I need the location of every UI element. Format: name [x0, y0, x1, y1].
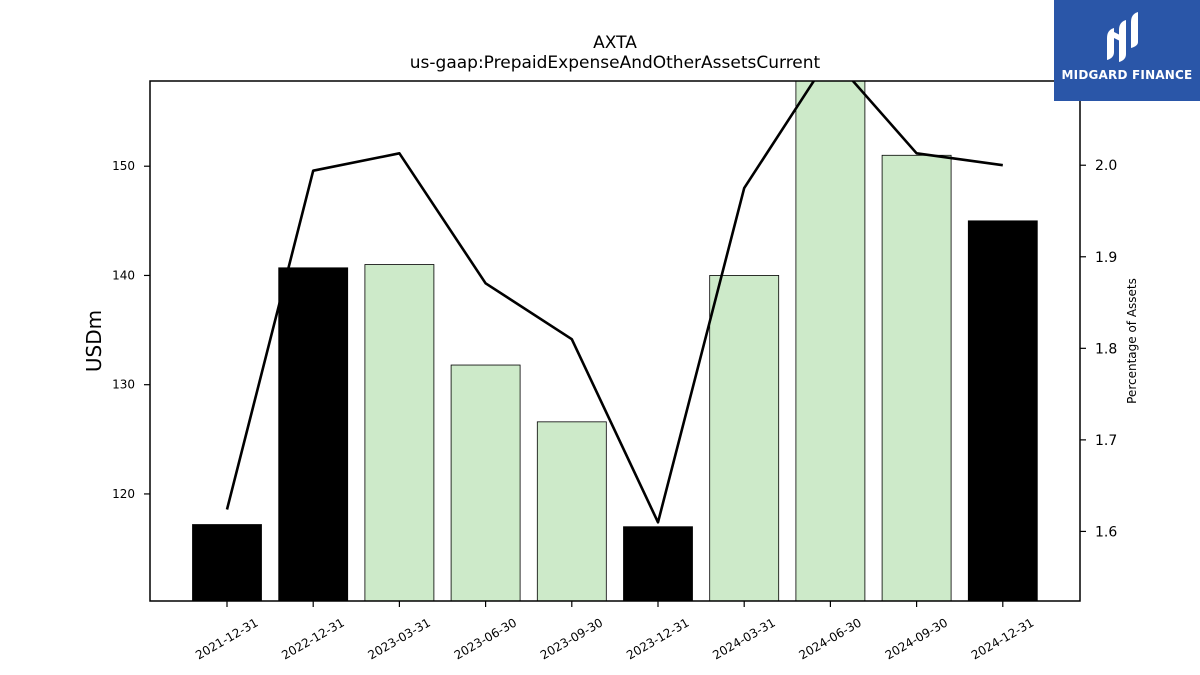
x-tick-label: 2022-12-31 [279, 615, 346, 662]
y2-tick-label: 1.6 [1095, 524, 1117, 540]
bar-series [192, 81, 1038, 601]
bar-2024-09-30 [881, 154, 952, 601]
bar-2024-12-31 [967, 220, 1038, 601]
y2-tick-label: 2.0 [1095, 158, 1117, 174]
midgard-finance-logo: MIDGARD FINANCE [1054, 0, 1200, 101]
y2-tick-label: 1.9 [1095, 250, 1117, 266]
x-tick-label: 2021-12-31 [193, 615, 260, 662]
y2-axis-label: Percentage of Assets [1125, 278, 1139, 404]
midgard-logo-icon [1107, 12, 1138, 62]
chart-title: AXTA [593, 33, 637, 53]
y-tick-label: 150 [112, 159, 135, 173]
y-axis-label: USDm [82, 310, 106, 372]
line-series-layer [225, 81, 1003, 524]
y-tick-label: 120 [112, 487, 135, 501]
y-tick-label: 130 [112, 378, 135, 392]
plot-frame [149, 80, 1081, 602]
logo-text: MIDGARD FINANCE [1061, 68, 1193, 82]
x-tick-label: 2023-06-30 [452, 615, 519, 662]
right-axis-ticks: 1.6 1.7 1.8 1.9 2.0 [1080, 158, 1117, 540]
y2-tick-label: 1.8 [1095, 341, 1117, 357]
x-tick-label: 2024-12-31 [969, 615, 1036, 662]
bar-2023-03-31 [364, 264, 435, 601]
y-tick-label: 140 [112, 268, 135, 282]
bar-2024-03-31 [709, 275, 780, 601]
bar-2023-09-30 [536, 421, 607, 601]
bar-2024-06-30 [795, 81, 866, 601]
y2-tick-label: 1.7 [1095, 433, 1117, 449]
x-tick-label: 2024-09-30 [883, 615, 950, 662]
x-tick-label: 2023-03-31 [365, 615, 432, 662]
percentage-line [225, 81, 1003, 524]
bar-2023-12-31 [623, 526, 693, 601]
chart-subtitle: us-gaap:PrepaidExpenseAndOtherAssetsCurr… [410, 53, 821, 73]
bar-2021-12-31 [192, 524, 262, 601]
x-tick-label: 2023-09-30 [538, 615, 605, 662]
bar-2022-12-31 [278, 267, 349, 601]
x-tick-label: 2024-06-30 [796, 615, 863, 662]
x-axis-ticks: 2021-12-31 2022-12-31 2023-03-31 2023-06-30… [193, 601, 1036, 662]
left-axis-ticks: 120 130 140 150 [112, 159, 150, 501]
x-tick-label: 2024-03-31 [710, 615, 777, 662]
x-tick-label: 2023-12-31 [624, 615, 691, 662]
bar-2023-06-30 [450, 364, 521, 601]
